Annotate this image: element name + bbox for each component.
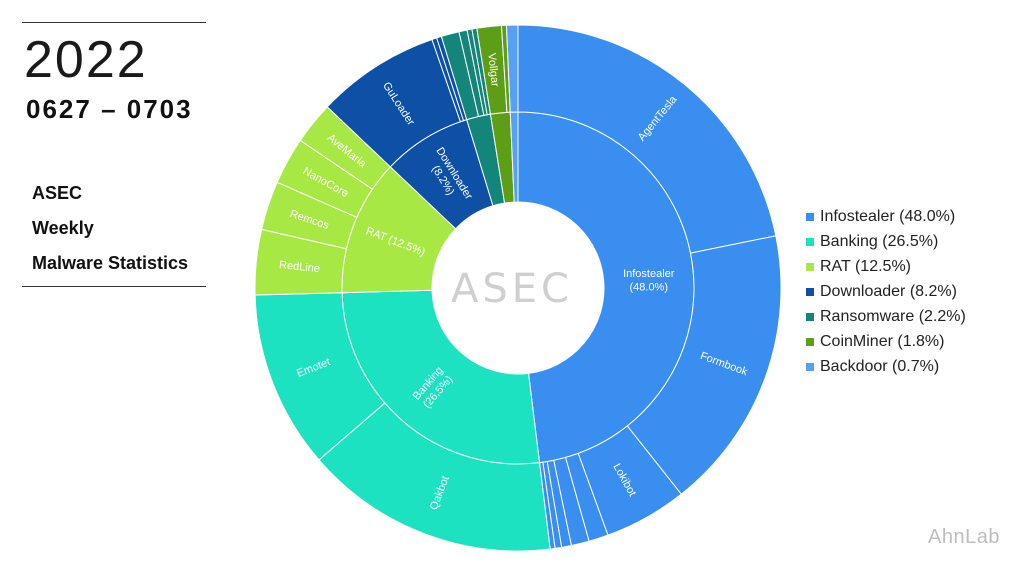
legend-label: Banking (26.5%)	[820, 232, 939, 250]
ahnlab-logo: AhnLab	[928, 526, 1000, 548]
category-label-infostealer: Infostealer (48.0%)	[623, 268, 675, 293]
report-date-range: 0627 – 0703	[26, 94, 193, 124]
legend-label: RAT (12.5%)	[820, 257, 911, 275]
family-slice-agenttesla	[517, 24, 777, 254]
title-line-1: ASEC	[32, 183, 83, 203]
legend-item-downloader: Downloader (8.2%)	[806, 279, 966, 304]
title-line-3: Malware Statistics	[32, 253, 189, 273]
report-year: 2022	[24, 31, 148, 89]
legend-item-ransomware: Ransomware (2.2%)	[806, 304, 966, 329]
legend-label: Downloader (8.2%)	[820, 282, 957, 300]
legend-swatch	[806, 212, 814, 221]
legend-label: Ransomware (2.2%)	[820, 307, 966, 325]
legend-item-coinminer: CoinMiner (1.8%)	[806, 329, 966, 354]
legend-swatch	[806, 362, 814, 371]
title-line-2: Weekly	[32, 218, 94, 238]
legend-item-infostealer: Infostealer (48.0%)	[806, 204, 966, 229]
chart-legend: Infostealer (48.0%) Banking (26.5%) RAT (1…	[806, 204, 966, 379]
center-asec-logo: ASEC	[451, 266, 573, 312]
legend-item-rat: RAT (12.5%)	[806, 254, 966, 279]
legend-swatch	[806, 312, 814, 321]
family-label-redline: RedLine	[279, 259, 321, 275]
legend-label: CoinMiner (1.8%)	[820, 332, 945, 350]
legend-label: Infostealer (48.0%)	[820, 207, 956, 225]
family-label-vollgar: Vollgar	[485, 53, 501, 88]
bottom-rule	[22, 286, 206, 287]
legend-swatch	[806, 237, 814, 246]
legend-swatch	[806, 337, 814, 346]
legend-swatch	[806, 262, 814, 271]
top-rule	[22, 22, 206, 23]
family-slice-backdoor-other-0	[505, 24, 519, 113]
legend-swatch	[806, 287, 814, 296]
legend-item-banking: Banking (26.5%)	[806, 229, 966, 254]
legend-label: Backdoor (0.7%)	[820, 357, 940, 375]
legend-item-backdoor: Backdoor (0.7%)	[806, 354, 966, 379]
